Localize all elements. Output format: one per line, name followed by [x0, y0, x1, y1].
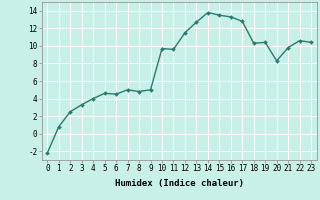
X-axis label: Humidex (Indice chaleur): Humidex (Indice chaleur) — [115, 179, 244, 188]
